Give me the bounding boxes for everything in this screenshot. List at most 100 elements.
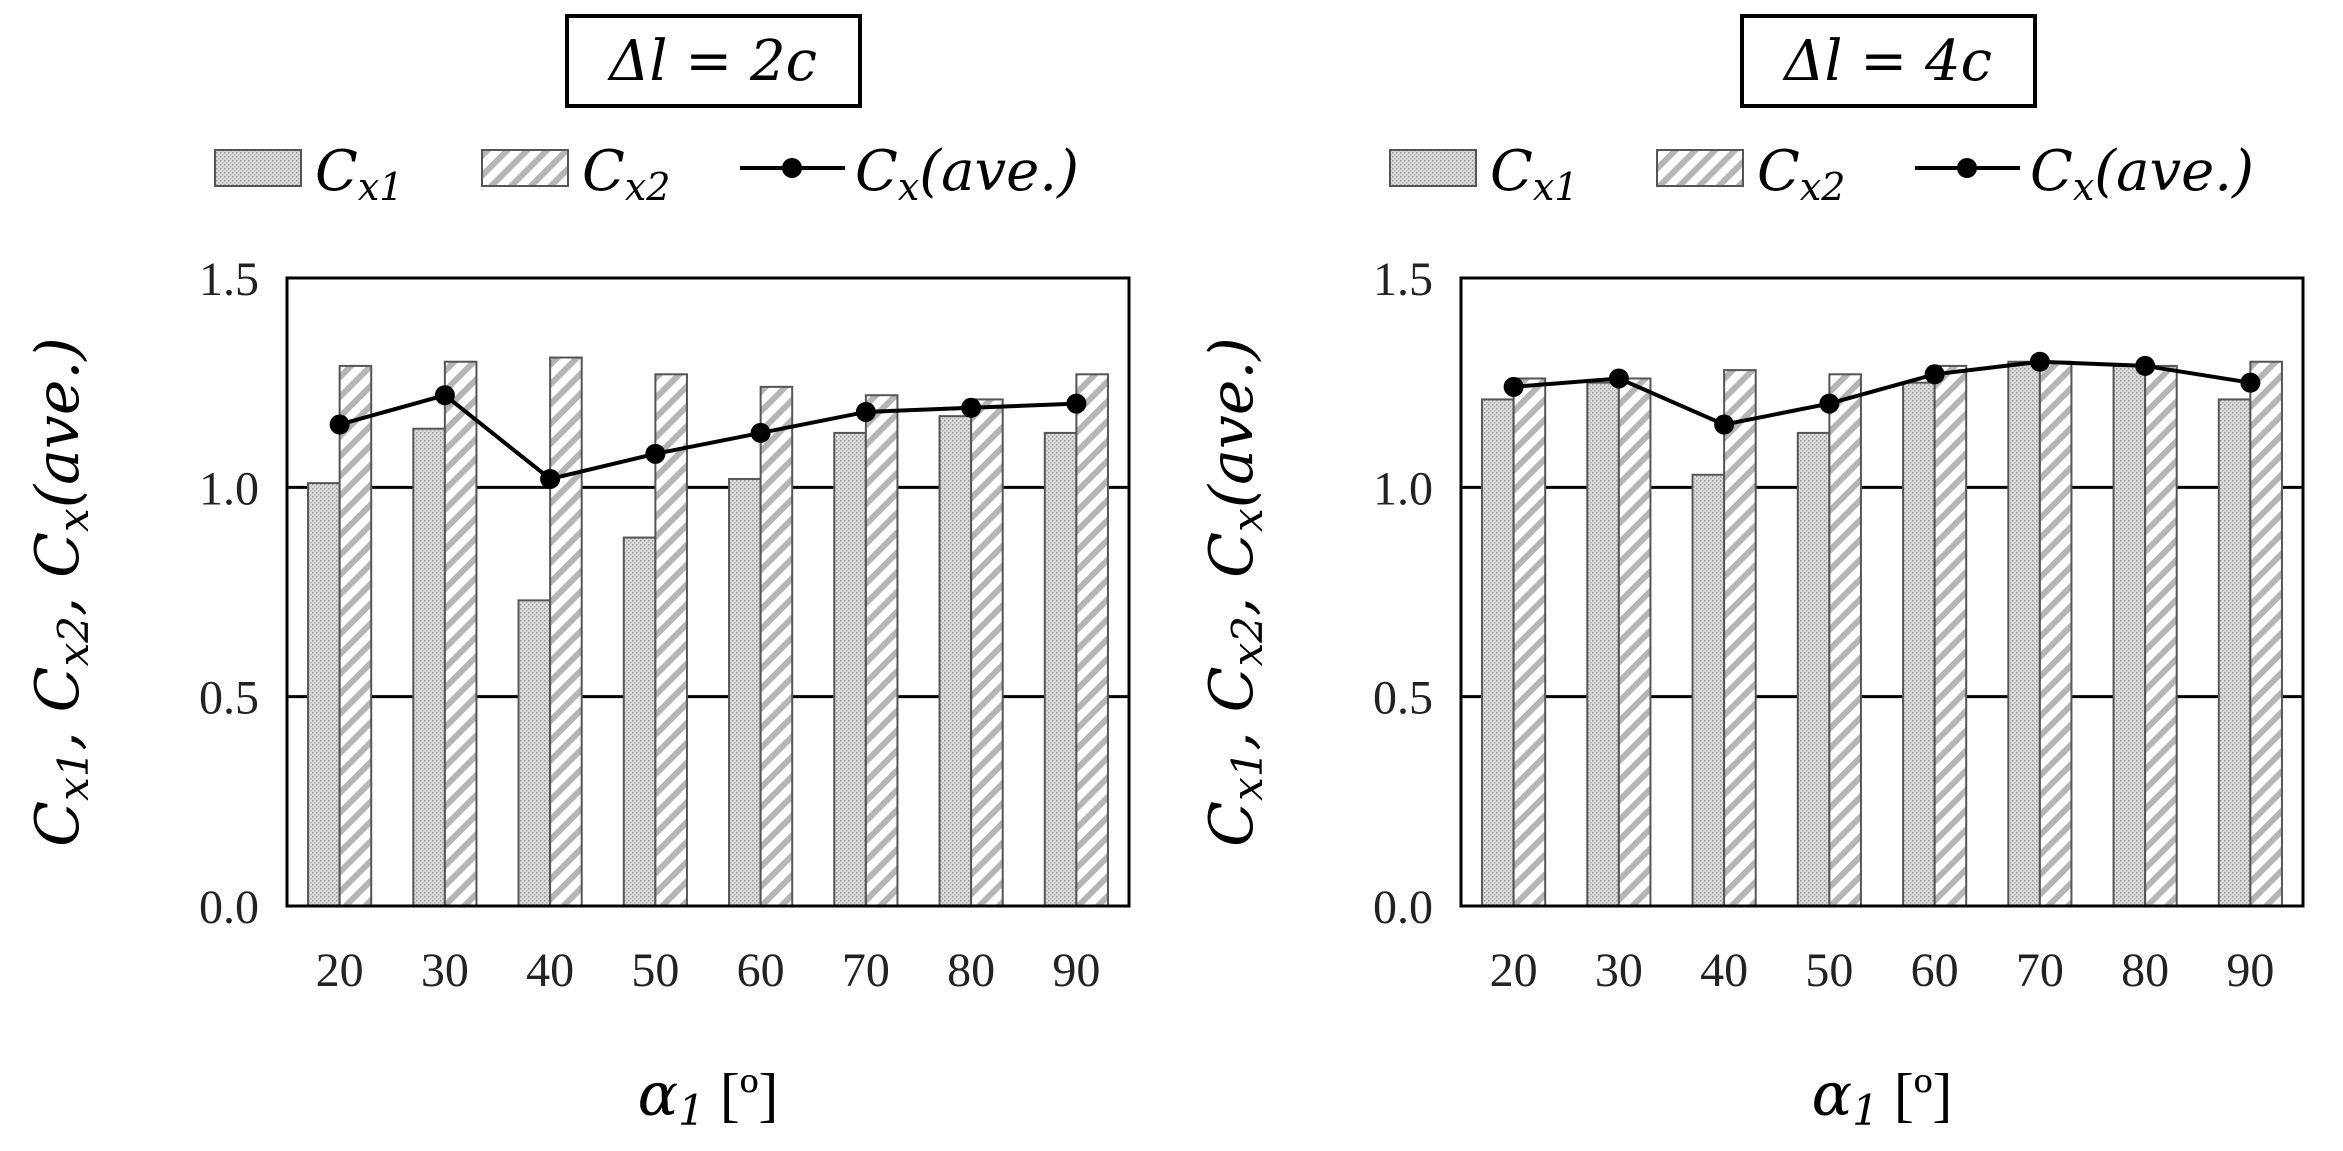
- point-ave: [855, 401, 876, 422]
- bar-cx1: [728, 477, 762, 907]
- bar-cx1: [833, 431, 867, 907]
- legend-swatch-cx2: [1656, 149, 1744, 187]
- point-ave: [540, 468, 561, 489]
- bar-cx2: [970, 398, 1004, 907]
- bar-cx2: [864, 394, 899, 907]
- x-tick-label: 30: [1595, 944, 1643, 997]
- y-tick-label: 1.0: [199, 462, 259, 515]
- bar-cx2: [1723, 369, 1757, 907]
- x-tick-label: 20: [316, 944, 364, 997]
- y-tick-label: 0.5: [199, 672, 259, 725]
- bar-cx1: [412, 427, 446, 907]
- point-ave: [961, 397, 982, 418]
- x-tick-label: 30: [421, 944, 469, 997]
- bar-cx1: [2112, 364, 2147, 908]
- y-axis-label: Cx1, Cx2, Cx(ave.): [1197, 337, 1272, 847]
- bars: [1481, 360, 2283, 908]
- point-ave: [2240, 372, 2261, 393]
- y-tick-label: 1.5: [1373, 253, 1433, 306]
- line-ave: [339, 393, 1077, 482]
- bar-cx1: [938, 415, 973, 907]
- chart-panel-right: Δl = 4c Cx1 Cx2 Cx(ave.) 0.0 0.5 1.0 1.5 20…: [1197, 14, 2305, 1135]
- point-ave: [2029, 351, 2050, 372]
- chart-title-box: [1740, 14, 2037, 108]
- x-tick-label: 50: [1805, 944, 1853, 997]
- legend-swatch-cx1: [214, 149, 302, 187]
- bar-cx2: [1617, 377, 1652, 908]
- y-tick-label: 1.0: [1373, 462, 1433, 515]
- x-tick-label: 70: [842, 944, 890, 997]
- x-tick-label: 90: [2226, 944, 2274, 997]
- line-ave: [1513, 359, 2251, 427]
- legend-label-ave: Cx(ave.): [2030, 139, 2254, 209]
- point-ave: [1819, 393, 1840, 414]
- legend-marker-ave: [782, 158, 802, 178]
- bar-cx2: [1933, 364, 1968, 908]
- chart-title-box: [565, 14, 862, 108]
- bar-cx1: [2007, 360, 2041, 907]
- bar-cx1: [307, 482, 341, 907]
- bar-cx2: [2144, 364, 2178, 908]
- bar-cx2: [654, 373, 688, 907]
- bar-cx2: [2038, 360, 2073, 907]
- chart-title: Δl = 2c: [607, 29, 817, 94]
- point-ave: [434, 385, 455, 406]
- x-tick-label: 80: [2121, 944, 2169, 997]
- point-ave: [645, 443, 666, 464]
- legend-swatch-cx1: [1389, 149, 1477, 187]
- point-ave: [1066, 393, 1087, 414]
- bar-cx1: [622, 536, 657, 907]
- point-ave: [750, 422, 771, 443]
- chart-title: Δl = 4c: [1782, 29, 1992, 94]
- legend-label-cx2: Cx2: [1757, 139, 1845, 209]
- y-tick-labels: 0.0 0.5 1.0 1.5: [1373, 253, 1433, 934]
- bar-cx2: [338, 364, 373, 908]
- point-ave: [1503, 376, 1524, 397]
- x-tick-labels: 20 30 40 50 60 70 80 90: [1490, 944, 2275, 997]
- bars: [307, 356, 1109, 908]
- y-tick-label: 0.0: [199, 881, 259, 934]
- plot-frame: [1459, 276, 2305, 908]
- x-tick-label: 50: [631, 944, 679, 997]
- y-axis-label: Cx1, Cx2, Cx(ave.): [23, 337, 98, 847]
- legend-label-ave: Cx(ave.): [855, 139, 1079, 209]
- bar-cx2: [2249, 360, 2283, 907]
- bar-cx1: [1586, 381, 1620, 907]
- bar-cx1: [517, 599, 552, 908]
- legend: Cx1 Cx2 Cx(ave.): [1389, 139, 2254, 209]
- point-ave: [1924, 364, 1945, 385]
- x-tick-label: 70: [2016, 944, 2064, 997]
- chart-panel-left: Δl = 2c Cx1 Cx2 Cx(ave.) 0.0 0.5 1.0 1.5 20…: [23, 14, 1131, 1135]
- bar-cx2: [1828, 373, 1862, 907]
- legend-label-cx1: Cx1: [315, 139, 403, 209]
- bar-cx2: [443, 360, 478, 907]
- bar-cx2: [1512, 377, 1547, 908]
- plot-area: 0.0 0.5 1.0 1.5 20 30 40 50 60 70 80 90: [1373, 253, 2305, 997]
- x-tick-label: 80: [947, 944, 995, 997]
- x-tick-label: 40: [526, 944, 574, 997]
- bar-cx1: [1481, 398, 1515, 907]
- point-ave: [1714, 414, 1735, 435]
- plot-area: 0.0 0.5 1.0 1.5 20 30 40 50 60 70 80 90: [199, 253, 1131, 997]
- x-tick-label: 60: [737, 944, 785, 997]
- bar-cx2: [549, 356, 583, 907]
- bar-cx1: [1902, 381, 1936, 907]
- legend-marker-ave: [1957, 158, 1977, 178]
- y-tick-label: 0.5: [1373, 672, 1433, 725]
- x-tick-label: 20: [1490, 944, 1538, 997]
- bar-cx1: [1691, 473, 1726, 907]
- point-ave: [2135, 355, 2156, 376]
- bar-cx1: [1796, 431, 1831, 907]
- legend: Cx1 Cx2 Cx(ave.): [214, 139, 1079, 209]
- bar-cx2: [759, 385, 794, 907]
- legend-label-cx1: Cx1: [1490, 139, 1578, 209]
- y-tick-labels: 0.0 0.5 1.0 1.5: [199, 253, 259, 934]
- average-line: [329, 385, 1087, 489]
- x-tick-label: 90: [1052, 944, 1100, 997]
- x-tick-label: 40: [1700, 944, 1748, 997]
- y-tick-label: 0.0: [1373, 881, 1433, 934]
- x-tick-labels: 20 30 40 50 60 70 80 90: [316, 944, 1101, 997]
- bar-cx2: [1075, 373, 1109, 907]
- bar-cx1: [2217, 398, 2252, 907]
